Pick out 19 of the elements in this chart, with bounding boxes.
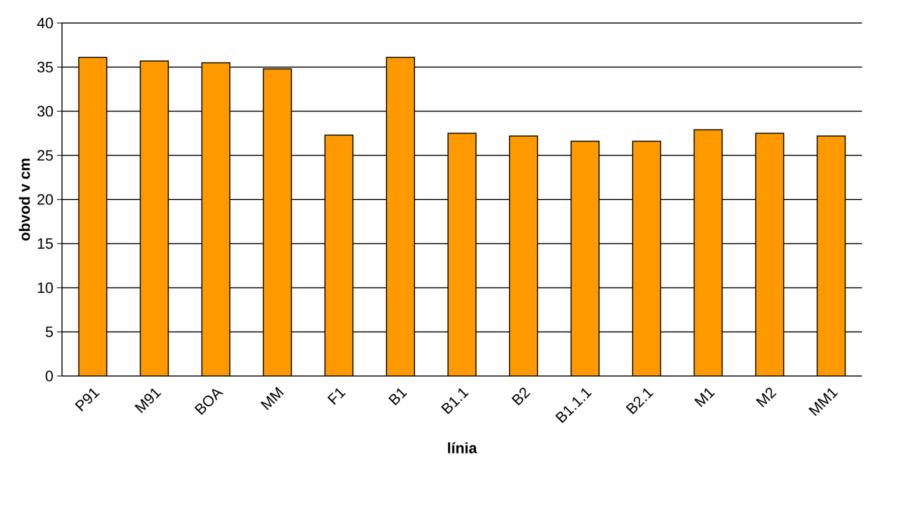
y-tick-label: 15 (38, 238, 53, 249)
y-tick-label: 20 (38, 194, 53, 205)
x-tick-label: B2 (512, 388, 530, 406)
x-axis-title: línia (448, 442, 478, 454)
y-tick-label: 30 (37, 106, 53, 117)
x-tick-label: P91 (74, 388, 100, 412)
y-tick-label: 0 (46, 370, 53, 382)
y-tick-label: 5 (46, 326, 53, 338)
x-tick-label: F1 (327, 388, 346, 405)
y-tick-label: 10 (38, 282, 53, 294)
y-tick-label: 25 (38, 150, 53, 161)
y-axis-title: obvod v cm (18, 158, 30, 241)
y-tick-label: 35 (37, 62, 53, 72)
x-tick-label: B1 (388, 388, 408, 406)
x-tick-label: M1 (694, 388, 715, 408)
x-tick-label: M2 (756, 388, 777, 408)
x-tick-label: MM (260, 386, 284, 410)
y-tick-label: 40 (37, 18, 53, 28)
x-tick-label: M91 (134, 388, 162, 414)
